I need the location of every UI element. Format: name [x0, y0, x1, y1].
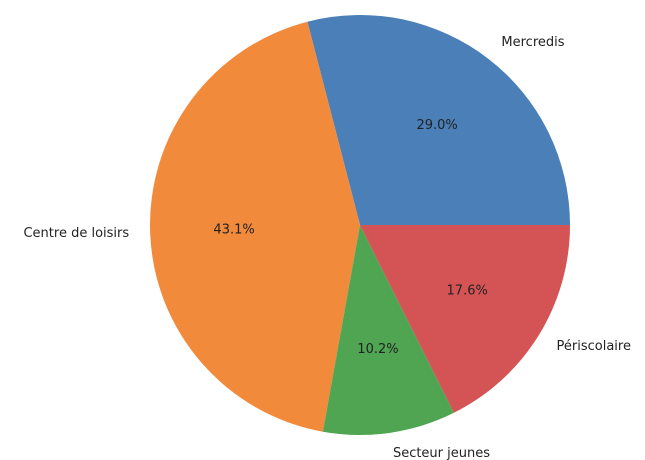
slice-label: Centre de loisirs [23, 226, 129, 241]
slice-label: Secteur jeunes [393, 446, 490, 460]
slice-label: Mercredis [501, 35, 564, 50]
slice-label: Périscolaire [557, 339, 631, 354]
pie-slice [307, 14, 570, 226]
percent-label: 10.2% [357, 342, 398, 357]
percent-label: 17.6% [447, 284, 488, 299]
pie-slice [360, 225, 570, 413]
percent-label: 29.0% [416, 118, 457, 133]
percent-label: 43.1% [213, 222, 254, 237]
pie-slice [149, 21, 360, 432]
pie-slice [322, 225, 454, 436]
